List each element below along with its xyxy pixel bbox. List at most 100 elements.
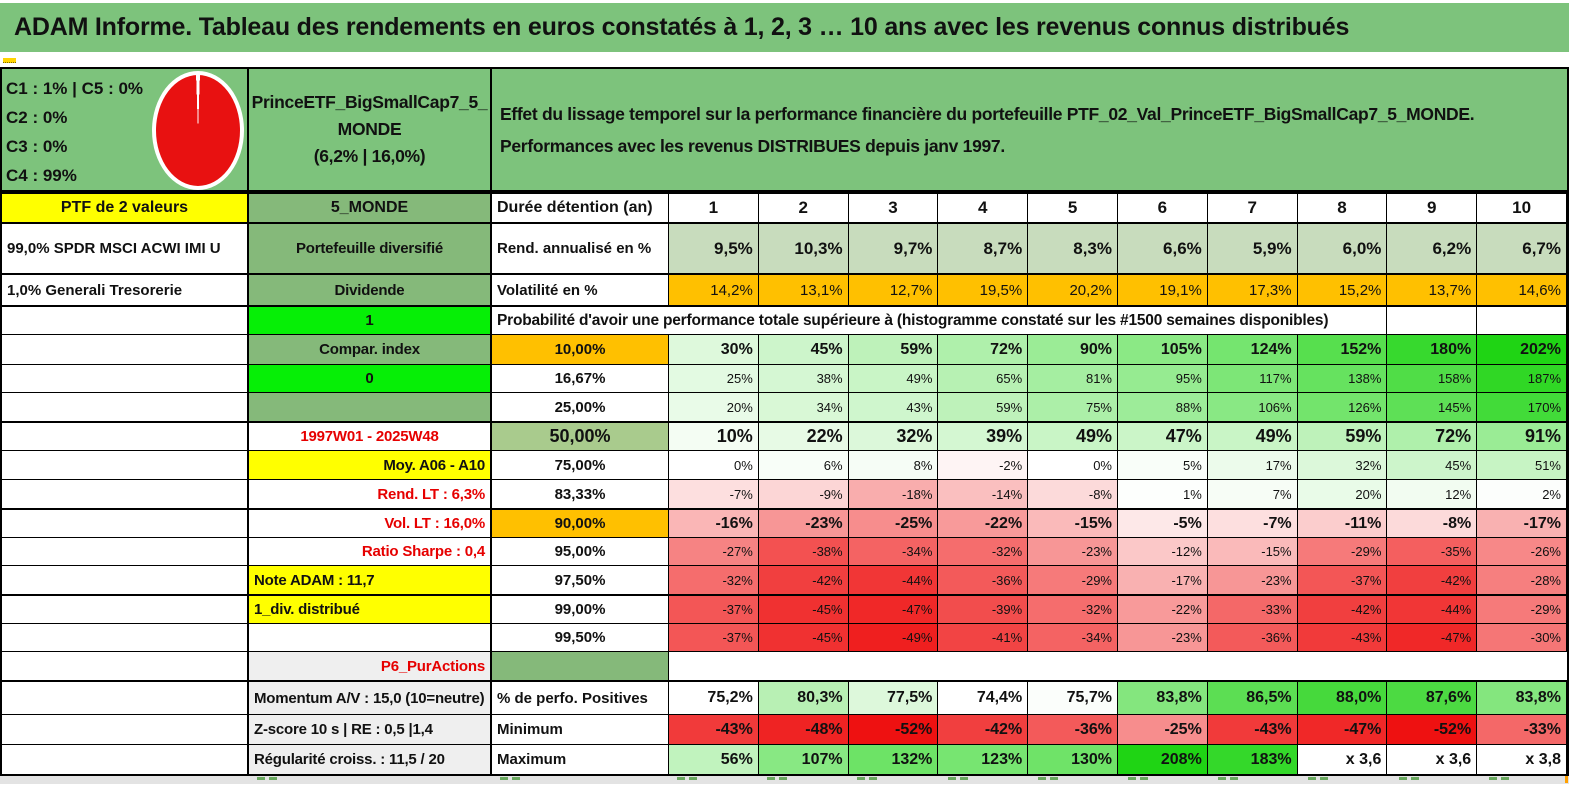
value-cell[interactable]: 59% — [1297, 423, 1388, 450]
portfolio-id-cell[interactable]: 5_MONDE — [249, 194, 492, 222]
value-cell[interactable]: 49% — [1028, 423, 1118, 450]
value-cell[interactable]: 25% — [669, 365, 759, 392]
year-column-header[interactable]: 1 — [669, 194, 759, 222]
value-cell[interactable]: 138% — [1297, 365, 1388, 392]
value-cell[interactable]: -34% — [848, 538, 939, 565]
row-label-a-cell[interactable] — [2, 393, 249, 421]
row-label-b-cell[interactable]: 1997W01 - 2025W48 — [249, 423, 492, 450]
row-label-a-cell[interactable]: 99,0% SPDR MSCI ACWI IMI U — [2, 224, 249, 273]
value-cell[interactable]: -42% — [758, 566, 849, 594]
value-cell[interactable]: 51% — [1477, 451, 1567, 479]
value-cell[interactable]: -22% — [1118, 596, 1208, 623]
value-cell[interactable]: -52% — [1387, 715, 1478, 744]
value-cell[interactable]: 75,7% — [1028, 682, 1118, 714]
row-label-a-cell[interactable] — [2, 745, 249, 774]
value-cell[interactable]: -7% — [669, 480, 759, 508]
value-cell[interactable]: -17% — [1118, 566, 1208, 594]
value-cell[interactable]: -32% — [669, 566, 759, 594]
value-cell[interactable]: -45% — [758, 596, 849, 623]
year-column-header[interactable]: 7 — [1207, 194, 1298, 222]
value-cell[interactable]: 6,7% — [1477, 224, 1567, 273]
value-cell[interactable]: 0% — [1028, 451, 1118, 479]
value-cell[interactable]: 95% — [1118, 365, 1208, 392]
value-cell[interactable]: -36% — [1028, 715, 1118, 744]
year-column-header[interactable]: 5 — [1028, 194, 1118, 222]
value-cell[interactable]: 20% — [1297, 480, 1388, 508]
value-cell[interactable]: -49% — [848, 624, 939, 651]
row-label-b-cell[interactable]: 1 — [249, 307, 492, 334]
value-cell[interactable]: -26% — [1477, 538, 1567, 565]
row-label-a-cell[interactable] — [2, 566, 249, 594]
value-cell[interactable]: -16% — [669, 510, 759, 537]
row-label-b-cell[interactable]: Dividende — [249, 275, 492, 305]
row-label-a-cell[interactable] — [2, 335, 249, 364]
value-cell[interactable]: 6% — [758, 451, 849, 479]
value-cell[interactable]: 158% — [1387, 365, 1478, 392]
value-cell[interactable]: 1% — [1118, 480, 1208, 508]
value-cell[interactable]: x 3,6 — [1297, 745, 1388, 774]
value-cell[interactable]: -23% — [1207, 566, 1298, 594]
value-cell[interactable]: 43% — [848, 393, 939, 421]
row-header-cell[interactable]: 99,50% — [492, 624, 669, 651]
value-cell[interactable]: -48% — [758, 715, 849, 744]
year-column-header[interactable]: 10 — [1477, 194, 1567, 222]
value-cell[interactable]: 170% — [1477, 393, 1567, 421]
year-column-header[interactable]: 6 — [1118, 194, 1208, 222]
row-header-cell[interactable]: Minimum — [492, 715, 669, 744]
value-cell[interactable]: -14% — [938, 480, 1029, 508]
value-cell[interactable]: -12% — [1118, 538, 1208, 565]
value-cell[interactable]: 105% — [1118, 335, 1208, 364]
value-cell[interactable]: 8% — [848, 451, 939, 479]
value-cell[interactable]: -15% — [1207, 538, 1298, 565]
value-cell[interactable]: 22% — [758, 423, 849, 450]
value-cell[interactable]: 49% — [1207, 423, 1298, 450]
value-cell[interactable]: -37% — [669, 624, 759, 651]
value-cell[interactable]: 65% — [938, 365, 1029, 392]
row-header-cell[interactable]: 50,00% — [492, 423, 669, 450]
value-cell[interactable]: 75,2% — [669, 682, 759, 714]
value-cell[interactable]: 88,0% — [1297, 682, 1388, 714]
value-cell[interactable]: -29% — [1477, 596, 1567, 623]
value-cell[interactable]: 75% — [1028, 393, 1118, 421]
value-cell[interactable]: -37% — [1297, 566, 1388, 594]
value-cell[interactable]: -37% — [669, 596, 759, 623]
value-cell[interactable]: 72% — [938, 335, 1029, 364]
value-cell[interactable]: 9,5% — [669, 224, 759, 273]
portfolio-name-cell[interactable]: PrinceETF_BigSmallCap7_5_ MONDE (6,2% | … — [249, 69, 492, 190]
value-cell[interactable]: 91% — [1477, 423, 1567, 450]
row-label-b-cell[interactable]: Compar. index — [249, 335, 492, 364]
ptf-label-cell[interactable]: PTF de 2 valeurs — [2, 194, 249, 222]
row-header-cell[interactable]: 97,50% — [492, 566, 669, 594]
value-cell[interactable]: 14,2% — [669, 275, 759, 305]
empty-cell[interactable] — [1477, 307, 1567, 334]
value-cell[interactable]: 45% — [758, 335, 849, 364]
row-header-cell[interactable]: 25,00% — [492, 393, 669, 421]
value-cell[interactable]: -42% — [1297, 596, 1388, 623]
value-cell[interactable]: 19,1% — [1118, 275, 1208, 305]
row-label-b-cell[interactable]: Ratio Sharpe : 0,4 — [249, 538, 492, 565]
value-cell[interactable]: -42% — [938, 715, 1029, 744]
value-cell[interactable]: 124% — [1207, 335, 1298, 364]
row-header-cell[interactable]: 95,00% — [492, 538, 669, 565]
value-cell[interactable]: 72% — [1387, 423, 1478, 450]
value-cell[interactable]: 208% — [1118, 745, 1208, 774]
value-cell[interactable]: -5% — [1118, 510, 1208, 537]
value-cell[interactable]: -28% — [1477, 566, 1567, 594]
row-label-b-cell[interactable] — [249, 624, 492, 651]
value-cell[interactable]: 117% — [1207, 365, 1298, 392]
value-cell[interactable]: 9,7% — [848, 224, 939, 273]
value-cell[interactable]: -47% — [1387, 624, 1478, 651]
row-label-b-cell[interactable]: Moy. A06 - A10 — [249, 451, 492, 479]
row-label-a-cell[interactable] — [2, 510, 249, 537]
value-cell[interactable]: -8% — [1028, 480, 1118, 508]
value-cell[interactable]: -41% — [938, 624, 1029, 651]
value-cell[interactable]: -17% — [1477, 510, 1567, 537]
value-cell[interactable]: 187% — [1477, 365, 1567, 392]
value-cell[interactable]: 45% — [1387, 451, 1478, 479]
value-cell[interactable]: 59% — [938, 393, 1029, 421]
row-label-b-cell[interactable]: Z-score 10 s | RE : 0,5 |1,4 — [249, 715, 492, 744]
value-cell[interactable]: 10,3% — [758, 224, 849, 273]
value-cell[interactable]: -30% — [1477, 624, 1567, 651]
allocation-cell[interactable]: C1 : 1% | C5 : 0% C2 : 0% C3 : 0% C4 : 9… — [2, 69, 249, 190]
value-cell[interactable]: -9% — [758, 480, 849, 508]
